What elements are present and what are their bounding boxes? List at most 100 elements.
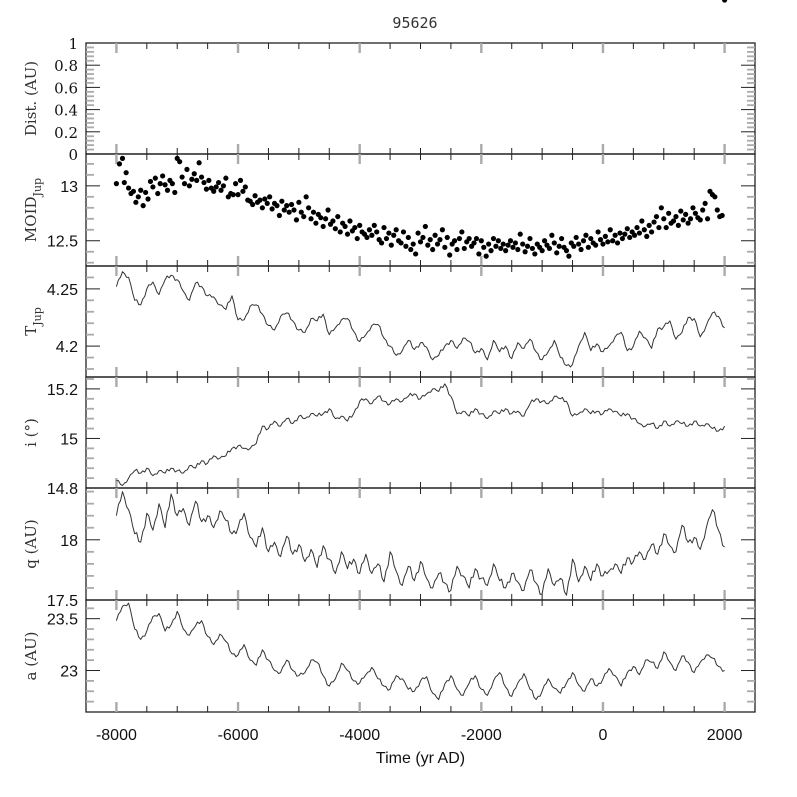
data-point <box>213 184 219 190</box>
data-point <box>539 248 545 254</box>
data-point <box>147 178 154 185</box>
data-point <box>201 179 207 186</box>
panel-frame <box>85 599 756 713</box>
data-point <box>512 240 518 246</box>
data-point <box>398 240 404 246</box>
data-point <box>427 237 433 243</box>
data-point <box>135 194 141 200</box>
data-point <box>291 207 297 213</box>
data-point <box>517 231 523 237</box>
y-tick-label: 14.8 <box>47 481 78 498</box>
data-point <box>121 179 127 186</box>
data-point <box>493 243 499 249</box>
data-point <box>206 177 212 183</box>
data-point <box>649 229 655 235</box>
data-point <box>410 241 416 247</box>
series-line <box>116 383 726 486</box>
data-point <box>588 235 594 242</box>
data-point <box>593 242 599 248</box>
data-point <box>172 189 178 196</box>
data-point <box>714 207 720 213</box>
data-point <box>403 243 409 249</box>
y-axis-label: TJup <box>22 307 44 336</box>
data-point <box>211 188 217 194</box>
data-point <box>230 192 236 198</box>
data-point <box>198 174 205 180</box>
x-tick-label: -8000 <box>96 727 137 744</box>
panel-frame <box>85 487 756 601</box>
series-line <box>115 602 725 701</box>
panel-frame <box>85 265 756 378</box>
y-axis-label: q (AU) <box>22 519 40 569</box>
data-point <box>386 230 392 236</box>
data-point <box>116 161 123 167</box>
data-point <box>344 231 351 237</box>
data-point <box>303 194 309 200</box>
data-point <box>369 232 375 238</box>
data-point <box>680 217 686 223</box>
data-point <box>678 208 684 214</box>
data-point <box>687 216 694 222</box>
data-point <box>546 245 553 252</box>
data-point <box>310 209 317 215</box>
y-axis-label: i (°) <box>22 418 40 447</box>
data-point <box>721 0 728 3</box>
series-line <box>115 271 725 368</box>
data-point <box>658 205 664 211</box>
data-point <box>456 235 463 242</box>
data-point <box>483 253 489 259</box>
data-point <box>400 229 407 235</box>
data-point <box>595 229 601 235</box>
data-point <box>381 224 387 231</box>
data-point <box>181 181 188 187</box>
data-point <box>673 213 679 220</box>
data-point <box>500 241 506 247</box>
x-tick-label: 0 <box>599 727 608 744</box>
y-axis-label: MOIDJup <box>22 178 44 242</box>
data-point <box>644 233 650 239</box>
data-point <box>203 186 210 192</box>
data-point <box>646 222 652 228</box>
data-point <box>612 232 618 238</box>
panel-dist: 0 0.2 0.4 0.6 0.8 1 Dist. (AU) <box>22 35 756 164</box>
data-point <box>624 226 630 232</box>
data-point <box>641 227 647 233</box>
data-point <box>259 205 265 211</box>
data-point <box>223 175 229 181</box>
data-point <box>264 200 270 207</box>
data-point <box>274 203 280 209</box>
data-point <box>505 242 511 248</box>
data-point <box>602 233 608 239</box>
data-point <box>597 237 604 243</box>
data-point <box>478 238 484 244</box>
data-point <box>196 160 202 166</box>
data-point <box>157 181 163 187</box>
y-tick-label: 23 <box>60 664 78 681</box>
data-point <box>257 197 263 203</box>
data-point <box>466 235 472 242</box>
data-point <box>442 244 448 250</box>
data-point <box>527 235 533 242</box>
data-point <box>313 220 319 226</box>
panel-moid: 12.5 13 MOIDJup <box>22 0 756 267</box>
panel-q: 17.5 18 q (AU) <box>22 487 756 610</box>
data-point <box>622 231 628 237</box>
data-point <box>651 219 657 225</box>
data-point <box>532 251 538 257</box>
data-point <box>413 251 419 257</box>
data-point <box>364 234 370 241</box>
data-point <box>636 230 643 236</box>
data-point <box>378 240 385 246</box>
data-point <box>293 217 300 223</box>
data-point <box>551 240 557 246</box>
data-point <box>420 234 426 241</box>
data-point <box>685 220 691 226</box>
data-point <box>320 223 326 230</box>
y-tick-label: 0.4 <box>54 102 78 120</box>
data-point <box>138 187 144 193</box>
y-tick-label: 23.5 <box>47 612 78 629</box>
data-point <box>143 189 149 196</box>
data-point <box>634 224 640 231</box>
data-point <box>286 209 292 215</box>
